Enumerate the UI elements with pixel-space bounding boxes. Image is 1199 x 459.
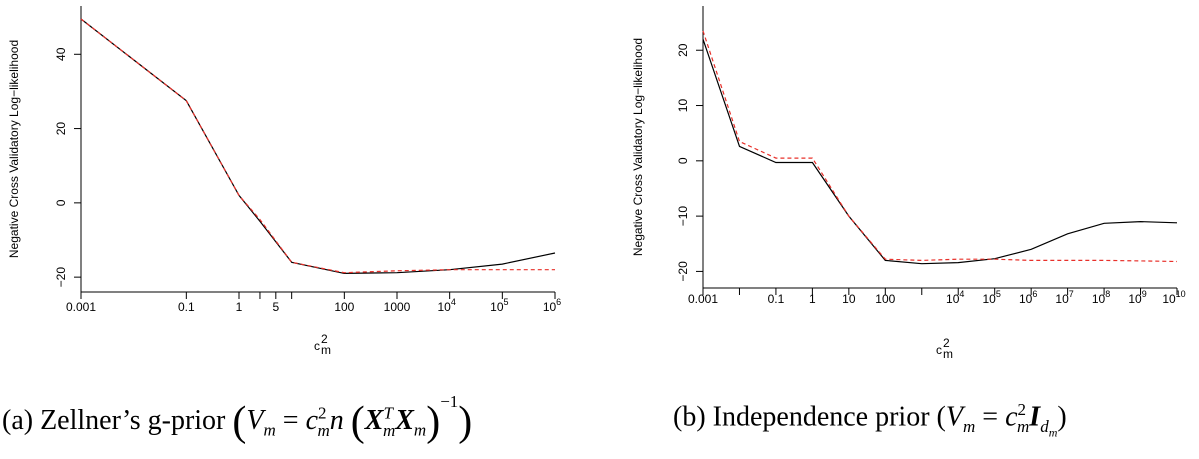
panel-a-y-tick-label: −20 (54, 267, 68, 288)
caption-a-big-close: ) (458, 399, 473, 445)
caption-a-prefix: (a) Zellner’s g-prior (2, 405, 233, 436)
panel-a-y-axis-label: Negative Cross Validatory Log−likelihood (7, 40, 21, 258)
panel-a-y-tick-label: 0 (54, 199, 68, 206)
panel-b-y-tick-label: 20 (676, 43, 690, 57)
caption-b-v-sub: m (962, 416, 976, 436)
caption-b: (b) Independence prior (Vm = c2mIdm) (673, 400, 1067, 440)
caption-b-v: V (945, 401, 963, 433)
panel-b-x-tick-label: 107 (1055, 289, 1073, 306)
caption-b-eq: = (975, 401, 1006, 433)
caption-a-x1-sub: m (382, 420, 396, 440)
panel-a-x-tick-label: 0.1 (178, 300, 195, 314)
panel-b-x-tick-label: 105 (983, 289, 1001, 306)
panel-b-x-tick-label: 10 (842, 292, 856, 306)
figure: 0.001 0.1 1 5 100 1000 104 105 106−2002040Negati… (7, 6, 1186, 361)
panel-b-x-tick-label: 1010 (1162, 289, 1185, 306)
caption-a-c-sub: m (317, 420, 330, 440)
caption-a-v: V (246, 405, 264, 436)
panel-b-y-tick-label: 10 (676, 99, 690, 113)
panel-b-x-tick-label: 0.001 (688, 292, 718, 306)
panel-a-y-tick-label: 40 (54, 47, 68, 61)
panel-b-series-solid-line (702, 39, 1178, 265)
caption-b-prefix: (b) Independence prior (673, 401, 937, 433)
panel-a-x-tick-label: 100 (334, 300, 354, 314)
panel-a-chart: 0.001 0.1 1 5 100 1000 104 105 106 −20 0 20 40 Negati… (7, 6, 561, 357)
panel-b-chart: 0.001 0.1 1 10 100 104 105 106 107 108 109 1010−20−… (631, 6, 1186, 361)
panel-b-x-axis-label: c (936, 343, 942, 357)
caption-b-close: ) (1057, 401, 1067, 433)
panel-a-x-tick-label: 0.001 (66, 300, 96, 314)
panel-b-x-tick-label: 1 (809, 292, 816, 306)
caption-a-x1: X (364, 405, 384, 436)
caption-b-i: I (1029, 401, 1041, 433)
caption-b-c-sup: 2 (1017, 400, 1027, 419)
panel-a-x-tick-label: 5 (272, 300, 279, 314)
caption-b-i-sub: dm (1040, 416, 1058, 440)
caption-b-c-sub: m (1017, 416, 1030, 436)
caption-b-i-sub-m: m (1048, 425, 1058, 440)
caption-a-x1-sup: T (383, 403, 393, 423)
caption-a: (a) Zellner’s g-prior (Vm = c2mn (XTmXm)… (2, 392, 472, 446)
panel-a-x-tick-label: 104 (437, 297, 455, 314)
caption-a-v-sub: m (263, 420, 276, 440)
caption-b-i-sub-d: d (1040, 416, 1049, 436)
panel-a-x-axis-label-sub: m (321, 343, 331, 357)
caption-a-inverse: −1 (440, 392, 459, 411)
caption-b-c: c (1005, 401, 1018, 433)
panel-b-x-axis-label-sub: m (943, 347, 953, 361)
panel-b-x-axis-label-sup: 2 (943, 336, 950, 350)
panel-a-y-tick-label: 20 (54, 122, 68, 136)
panel-b-x-tick-label: 108 (1092, 289, 1110, 306)
panel-a-x-tick-label: 106 (543, 297, 561, 314)
panel-a-series-dashed-line (80, 18, 555, 274)
panel-b-y-tick-label: −10 (676, 206, 690, 227)
caption-b-open: ( (936, 401, 946, 433)
panel-a-x-tick-label: 1000 (384, 300, 411, 314)
panel-b-y-axis-label: Negative Cross Validatory Log−likelihood (631, 38, 645, 256)
panel-a-series-solid-line (80, 18, 556, 275)
caption-a-paren-close: ) (426, 399, 441, 445)
panel-a-x-axis-label: c (314, 339, 320, 353)
panel-b-x-tick-label: 106 (1019, 289, 1037, 306)
panel-b-y-tick-label: −20 (676, 261, 690, 282)
caption-a-x2: X (395, 405, 414, 436)
caption-a-c: c (305, 405, 319, 436)
panel-b-x-tick-label: 104 (946, 289, 964, 306)
panel-b-x-tick-label: 0.1 (768, 292, 785, 306)
caption-a-big-open: ( (232, 399, 247, 445)
panel-b-series-dashed-line (702, 30, 1178, 263)
panel-b-y-tick-label: 0 (676, 157, 690, 164)
panel-a-x-axis-label-sup: 2 (321, 332, 328, 346)
caption-a-c-sup: 2 (318, 403, 327, 423)
caption-a-paren-open: ( (350, 399, 365, 445)
caption-a-n: n (329, 405, 344, 436)
panel-a-x-tick-label: 1 (236, 300, 243, 314)
panel-b-x-tick-label: 100 (875, 292, 895, 306)
caption-a-x2-sub: m (413, 420, 427, 440)
panel-b-x-tick-label: 109 (1128, 289, 1146, 306)
panel-a-x-tick-label: 105 (490, 297, 508, 314)
caption-a-eq: = (275, 405, 306, 436)
